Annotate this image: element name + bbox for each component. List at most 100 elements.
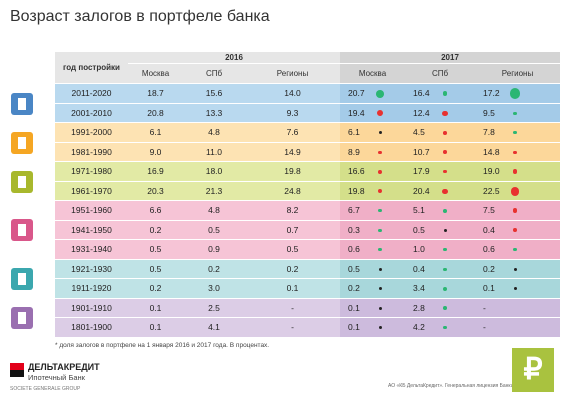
- value-cell: 0.5: [245, 240, 340, 260]
- period: 1911-1920: [55, 279, 128, 299]
- period: 1901-1910: [55, 298, 128, 318]
- change-dot: [378, 150, 382, 154]
- value-cell: 0.9: [183, 240, 245, 260]
- change-dot: [377, 189, 383, 194]
- value-cell: 6.6: [128, 201, 183, 221]
- change-dot: [513, 228, 517, 233]
- value-cell: 0.5: [183, 220, 245, 240]
- value-cell: 0.2: [128, 220, 183, 240]
- value-cell: 0.5: [405, 220, 475, 240]
- value-cell: 0.4: [475, 220, 560, 240]
- value-cell: 0.1: [340, 318, 405, 338]
- value-cell: 0.1: [128, 318, 183, 338]
- value-cell: 9.3: [245, 103, 340, 123]
- period: 2011-2020: [55, 84, 128, 104]
- value-cell: 20.8: [128, 103, 183, 123]
- change-dot: [513, 131, 517, 135]
- value-cell: 2.5: [183, 298, 245, 318]
- change-dot: [443, 150, 447, 155]
- change-dot: [513, 267, 517, 271]
- period: 1971-1980: [55, 162, 128, 182]
- period: 1921-1930: [55, 259, 128, 279]
- change-dot: [442, 91, 448, 97]
- value-cell: 0.2: [183, 259, 245, 279]
- value-cell: 16.4: [405, 84, 475, 104]
- change-dot: [443, 208, 447, 213]
- value-cell: 15.6: [183, 84, 245, 104]
- column-label: Москва: [340, 64, 405, 84]
- value-cell: 18.0: [183, 162, 245, 182]
- value-cell: 19.8: [340, 181, 405, 201]
- value-cell: 0.1: [340, 298, 405, 318]
- value-cell: 8.2: [245, 201, 340, 221]
- column-label: Москва: [128, 64, 183, 84]
- value-cell: 14.8: [475, 142, 560, 162]
- change-dot: [376, 89, 384, 98]
- value-cell: 1.0: [405, 240, 475, 260]
- year-label: 2016: [128, 52, 340, 64]
- footnote: * доля залогов в портфеле на 1 января 20…: [55, 342, 270, 349]
- value-cell: 18.7: [128, 84, 183, 104]
- change-dot: [443, 130, 447, 135]
- change-dot: [378, 131, 382, 135]
- value-cell: 3.0: [183, 279, 245, 299]
- value-cell: 7.5: [475, 201, 560, 221]
- value-cell: 24.8: [245, 181, 340, 201]
- value-cell: 0.2: [128, 279, 183, 299]
- period: 2001-2010: [55, 103, 128, 123]
- value-cell: 0.2: [475, 259, 560, 279]
- change-dot: [378, 228, 382, 232]
- value-cell: 19.8: [245, 162, 340, 182]
- watermark-icon: ₽: [512, 348, 554, 392]
- value-cell: 20.4: [405, 181, 475, 201]
- icon-building: [18, 312, 26, 324]
- value-cell: 6.1: [128, 123, 183, 143]
- change-dot: [513, 248, 517, 252]
- change-dot: [443, 170, 447, 174]
- change-dot: [378, 287, 382, 291]
- column-label: Регионы: [245, 64, 340, 84]
- value-cell: 14.0: [245, 84, 340, 104]
- change-dot: [443, 326, 447, 330]
- value-cell: 12.4: [405, 103, 475, 123]
- change-dot: [378, 169, 382, 174]
- change-dot: [512, 169, 518, 175]
- value-cell: 11.0: [183, 142, 245, 162]
- value-cell: 4.8: [183, 123, 245, 143]
- value-cell: 20.3: [128, 181, 183, 201]
- icon-building: [18, 273, 26, 285]
- value-cell: 10.7: [405, 142, 475, 162]
- value-cell: 20.7: [340, 84, 405, 104]
- change-dot: [442, 188, 448, 194]
- value-cell: 4.1: [183, 318, 245, 338]
- value-cell: 19.0: [475, 162, 560, 182]
- change-dot: [443, 286, 447, 291]
- change-dot: [443, 306, 447, 311]
- change-dot: [378, 209, 382, 213]
- value-cell: 4.2: [405, 318, 475, 338]
- change-dot: [378, 306, 382, 310]
- year-label: 2017: [340, 52, 560, 64]
- column-label: СПб: [183, 64, 245, 84]
- change-dot: [443, 267, 447, 271]
- value-cell: 13.3: [183, 103, 245, 123]
- icon-building: [18, 224, 26, 237]
- value-cell: 0.5: [128, 240, 183, 260]
- value-cell: 21.3: [183, 181, 245, 201]
- change-dot: [509, 88, 521, 100]
- period: 1801-1900: [55, 318, 128, 338]
- value-cell: -: [475, 318, 560, 338]
- value-cell: 9.5: [475, 103, 560, 123]
- value-cell: 16.6: [340, 162, 405, 182]
- change-dot: [512, 208, 518, 214]
- value-cell: 4.8: [183, 201, 245, 221]
- period: 1951-1960: [55, 201, 128, 221]
- change-dot: [513, 150, 517, 154]
- value-cell: 0.2: [245, 259, 340, 279]
- period: 1991-2000: [55, 123, 128, 143]
- period: 1961-1970: [55, 181, 128, 201]
- change-dot: [376, 110, 384, 117]
- change-dot: [513, 111, 517, 115]
- value-cell: 14.9: [245, 142, 340, 162]
